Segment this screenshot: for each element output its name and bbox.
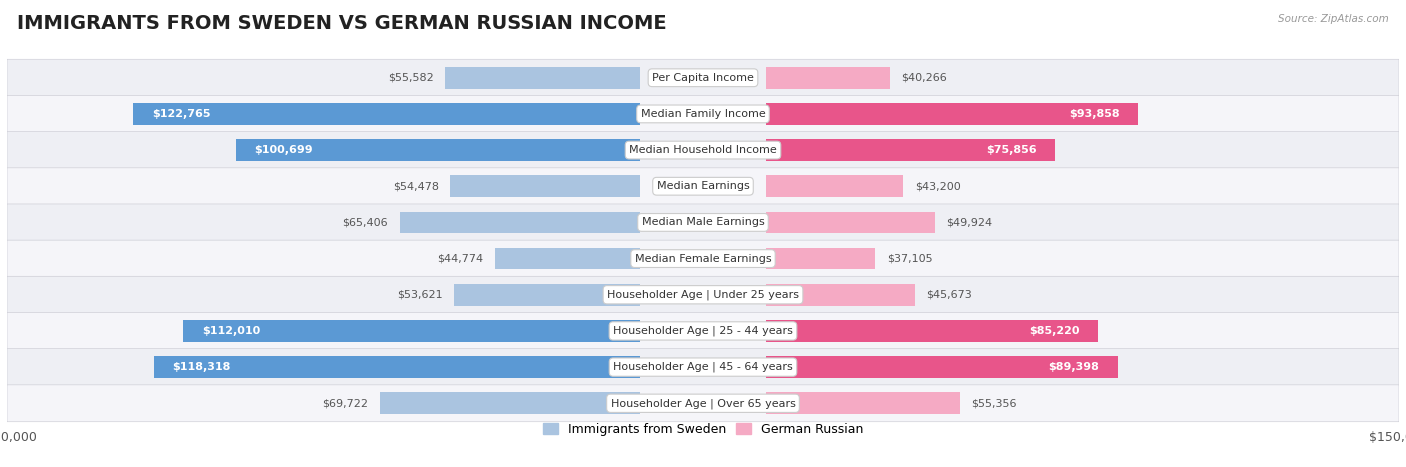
Bar [766, 284, 915, 305]
Text: Median Female Earnings: Median Female Earnings [634, 254, 772, 263]
Text: Median Earnings: Median Earnings [657, 181, 749, 191]
Text: Householder Age | Over 65 years: Householder Age | Over 65 years [610, 398, 796, 409]
Legend: Immigrants from Sweden, German Russian: Immigrants from Sweden, German Russian [537, 418, 869, 441]
Bar [454, 284, 640, 305]
Bar [766, 392, 960, 414]
Bar [183, 320, 640, 342]
Text: $40,266: $40,266 [901, 73, 948, 83]
Text: $37,105: $37,105 [887, 254, 932, 263]
FancyBboxPatch shape [7, 204, 1399, 241]
Bar [450, 176, 640, 197]
Bar [766, 320, 1098, 342]
Bar [236, 139, 640, 161]
FancyBboxPatch shape [7, 240, 1399, 277]
Text: $100,699: $100,699 [254, 145, 314, 155]
Bar [134, 103, 640, 125]
FancyBboxPatch shape [7, 349, 1399, 386]
Bar [766, 103, 1139, 125]
Bar [380, 392, 640, 414]
Text: $69,722: $69,722 [322, 398, 368, 408]
Text: $54,478: $54,478 [392, 181, 439, 191]
Text: Per Capita Income: Per Capita Income [652, 73, 754, 83]
Text: Median Family Income: Median Family Income [641, 109, 765, 119]
Bar [495, 248, 640, 269]
Text: $65,406: $65,406 [342, 218, 388, 227]
Bar [446, 67, 640, 89]
FancyBboxPatch shape [7, 95, 1399, 132]
Bar [766, 356, 1118, 378]
FancyBboxPatch shape [7, 132, 1399, 169]
FancyBboxPatch shape [7, 59, 1399, 96]
Text: $112,010: $112,010 [202, 326, 260, 336]
Text: IMMIGRANTS FROM SWEDEN VS GERMAN RUSSIAN INCOME: IMMIGRANTS FROM SWEDEN VS GERMAN RUSSIAN… [17, 14, 666, 33]
Bar [766, 212, 935, 234]
Text: $44,774: $44,774 [437, 254, 484, 263]
Bar [399, 212, 640, 234]
Text: $55,582: $55,582 [388, 73, 433, 83]
Text: $49,924: $49,924 [946, 218, 993, 227]
FancyBboxPatch shape [7, 276, 1399, 313]
Text: Householder Age | 25 - 44 years: Householder Age | 25 - 44 years [613, 325, 793, 336]
Text: $85,220: $85,220 [1029, 326, 1080, 336]
FancyBboxPatch shape [7, 312, 1399, 349]
Text: $122,765: $122,765 [152, 109, 211, 119]
FancyBboxPatch shape [7, 385, 1399, 422]
Text: $43,200: $43,200 [915, 181, 960, 191]
FancyBboxPatch shape [7, 168, 1399, 205]
Text: $118,318: $118,318 [173, 362, 231, 372]
Text: $55,356: $55,356 [972, 398, 1017, 408]
Text: $45,673: $45,673 [927, 290, 973, 300]
Bar [766, 176, 904, 197]
Text: Median Household Income: Median Household Income [628, 145, 778, 155]
Text: $53,621: $53,621 [396, 290, 443, 300]
Bar [766, 248, 875, 269]
Text: $75,856: $75,856 [986, 145, 1036, 155]
Text: Householder Age | Under 25 years: Householder Age | Under 25 years [607, 290, 799, 300]
Bar [766, 139, 1054, 161]
Text: Source: ZipAtlas.com: Source: ZipAtlas.com [1278, 14, 1389, 24]
Text: $89,398: $89,398 [1049, 362, 1099, 372]
Bar [766, 67, 890, 89]
Text: Householder Age | 45 - 64 years: Householder Age | 45 - 64 years [613, 362, 793, 372]
Text: $93,858: $93,858 [1070, 109, 1121, 119]
Bar [155, 356, 640, 378]
Text: Median Male Earnings: Median Male Earnings [641, 218, 765, 227]
